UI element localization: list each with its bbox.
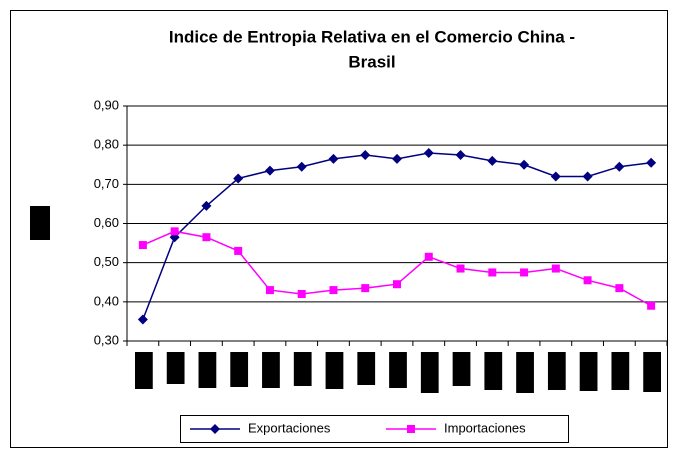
data-point	[551, 264, 560, 273]
redacted-category-label	[389, 352, 407, 388]
data-point	[202, 233, 211, 242]
data-point	[550, 171, 561, 182]
legend-marker	[210, 424, 220, 434]
redacted-category-label	[262, 352, 280, 388]
data-point	[488, 268, 497, 277]
redacted-category-label	[547, 352, 566, 390]
y-tick-label: 0,50	[94, 254, 119, 269]
legend-label: Importaciones	[444, 420, 526, 435]
data-point	[329, 286, 338, 295]
data-point	[296, 161, 307, 172]
data-point	[424, 252, 433, 261]
data-point	[264, 165, 275, 176]
redacted-category-label	[579, 352, 598, 391]
redacted-category-label	[357, 352, 376, 385]
legend-marker	[407, 425, 415, 433]
redacted-category-label	[166, 352, 185, 384]
redacted-category-label	[198, 352, 217, 388]
redacted-category-label	[611, 352, 630, 390]
data-point	[393, 280, 401, 289]
y-tick-label: 0,30	[94, 332, 119, 347]
legend-label: Exportaciones	[248, 420, 331, 435]
data-point	[233, 173, 244, 184]
data-point	[455, 149, 466, 160]
redacted-axis-label	[30, 206, 50, 240]
chart-title: Indice de Entropia Relativa en el Comerc…	[169, 27, 575, 46]
chart-title: Brasil	[348, 52, 395, 71]
data-point	[328, 153, 339, 164]
data-point	[360, 149, 371, 160]
data-point	[614, 161, 625, 172]
redacted-category-label	[420, 352, 439, 393]
y-tick-label: 0,60	[94, 215, 119, 230]
data-point	[361, 284, 370, 293]
data-point	[456, 264, 465, 273]
redacted-category-label	[135, 352, 153, 389]
data-point	[487, 155, 498, 166]
data-point	[583, 276, 592, 285]
data-point	[392, 153, 402, 164]
redacted-category-label	[325, 352, 344, 389]
data-point	[297, 290, 306, 298]
redacted-category-label	[452, 352, 471, 386]
redacted-category-label	[484, 352, 503, 390]
data-point	[646, 157, 657, 168]
data-point	[138, 241, 147, 250]
data-point	[265, 286, 274, 295]
y-tick-label: 0,80	[94, 137, 119, 152]
y-tick-label: 0,40	[94, 293, 119, 308]
redacted-category-label	[516, 352, 534, 393]
data-point	[137, 314, 148, 325]
legend	[180, 415, 569, 443]
data-point	[170, 227, 179, 236]
y-tick-label: 0,70	[94, 176, 119, 191]
data-point	[582, 171, 593, 182]
data-point	[201, 200, 212, 211]
data-point	[423, 148, 434, 158]
data-point	[647, 301, 656, 310]
redacted-category-label	[293, 352, 312, 386]
y-tick-label: 0,90	[94, 97, 119, 112]
data-point	[615, 284, 624, 293]
data-point	[520, 268, 529, 277]
redacted-category-label	[643, 352, 661, 392]
data-point	[519, 159, 530, 170]
redacted-category-label	[230, 352, 249, 387]
data-point	[234, 246, 243, 255]
